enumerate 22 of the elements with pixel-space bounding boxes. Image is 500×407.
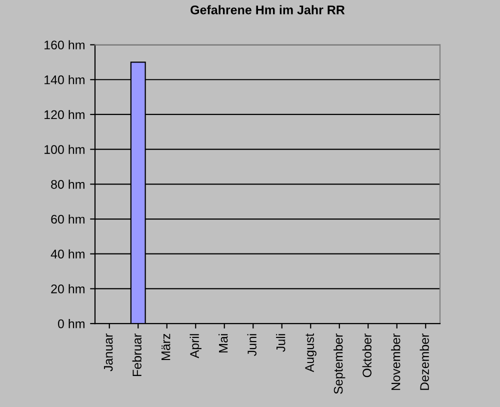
x-tick-label: Dezember	[420, 333, 429, 390]
y-tick-label: 160 hm	[44, 40, 84, 50]
y-tick-label: 120 hm	[44, 110, 84, 120]
x-tick-label: August	[305, 333, 316, 372]
x-tick-label: Januar	[104, 333, 113, 372]
y-tick-label: 40 hm	[50, 249, 84, 259]
x-tick-label: Mai	[218, 334, 228, 352]
x-tick-label: Juni	[247, 334, 256, 356]
y-tick-label: 80 hm	[51, 180, 84, 189]
x-tick-label: Oktober	[362, 333, 372, 378]
y-tick-label: 20 hm	[51, 284, 84, 294]
x-tick-label: Juli	[276, 334, 286, 352]
x-tick-label: April	[190, 334, 202, 358]
y-tick-label: 140 hm	[44, 75, 84, 84]
x-tick-label: November	[391, 333, 400, 390]
y-tick-label: 0 hm	[58, 319, 84, 328]
chart-title: Gefahrene Hm im Jahr RR	[190, 5, 345, 14]
y-tick-label: 100 hm	[44, 144, 84, 154]
x-tick-label: September	[334, 333, 346, 394]
x-tick-label: Februar	[132, 333, 142, 376]
x-tick-label: März	[162, 334, 170, 360]
y-tick-label: 60 hm	[51, 214, 84, 224]
